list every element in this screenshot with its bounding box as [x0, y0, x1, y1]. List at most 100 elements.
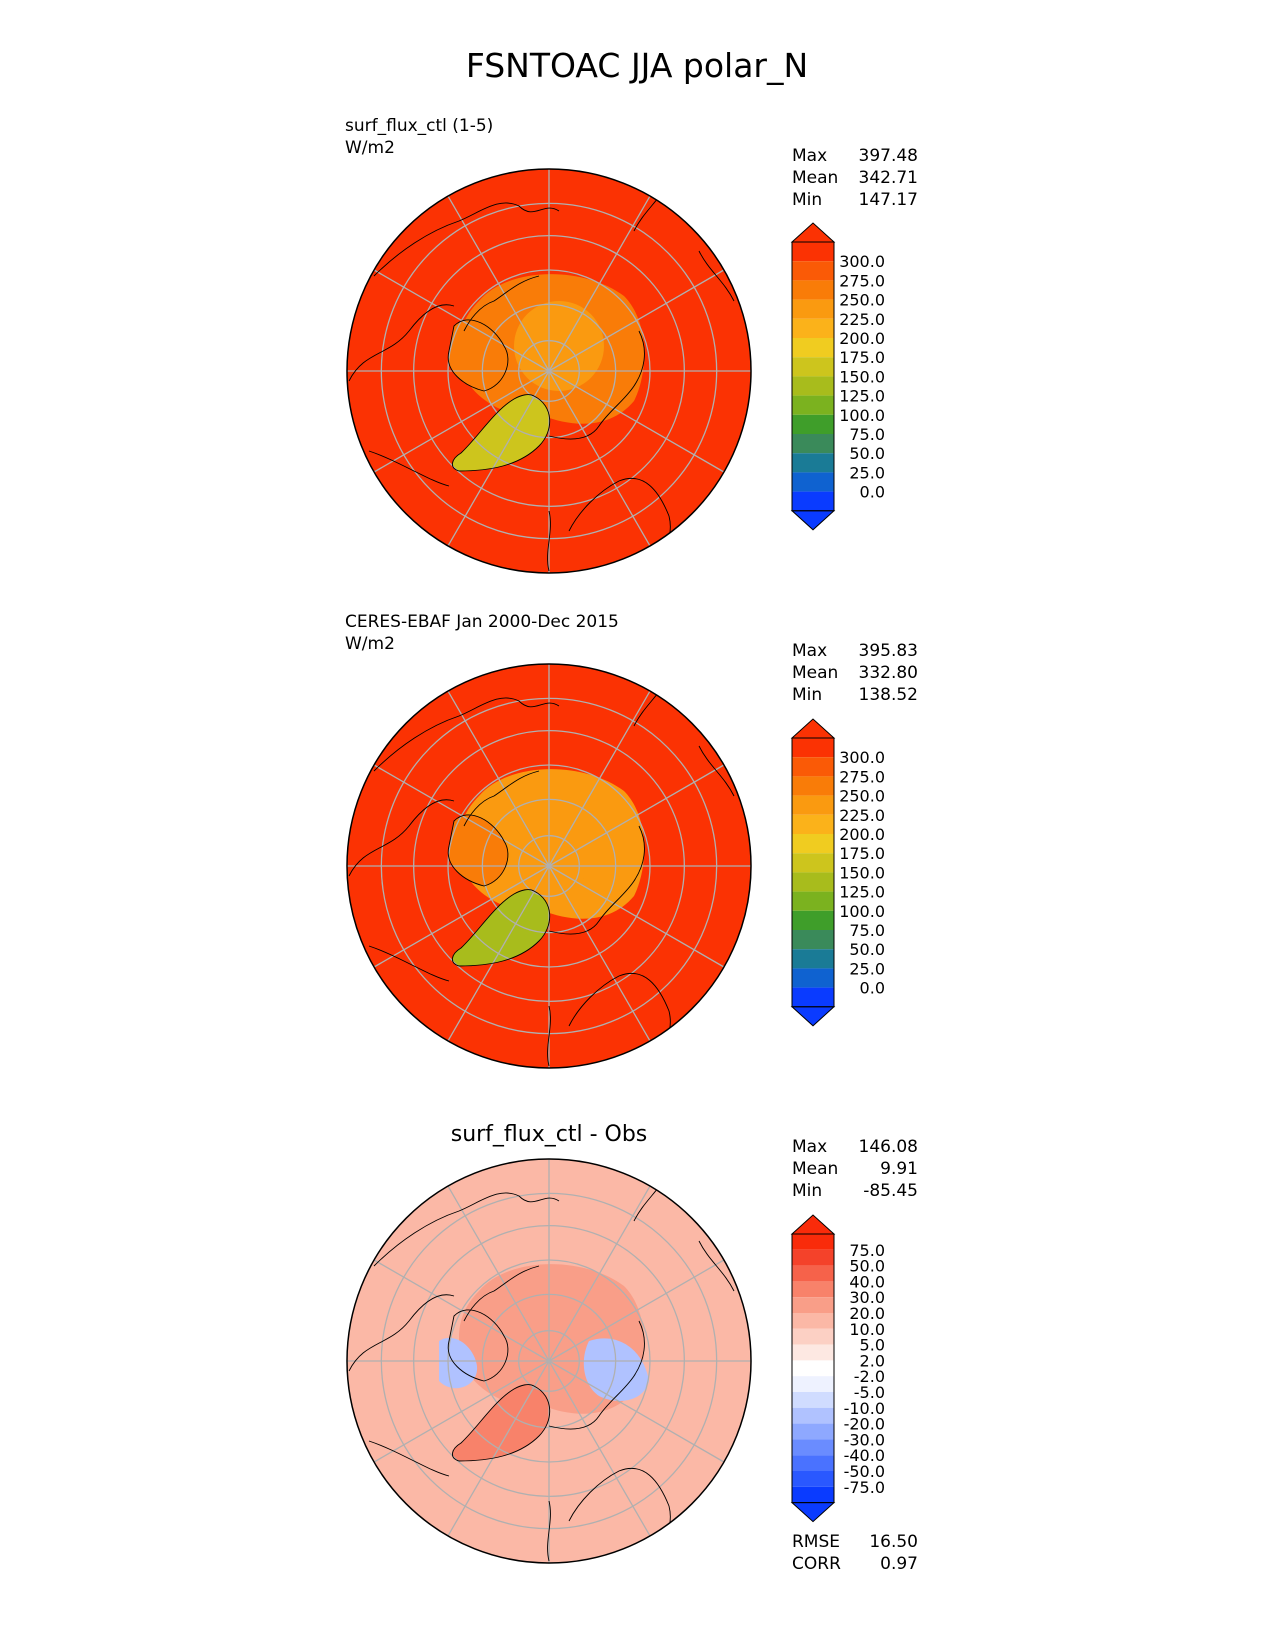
colorbar: 300.0275.0250.0225.0200.0175.0150.0125.0…: [790, 222, 885, 531]
colorbar-tick-label: 0.0: [860, 483, 885, 502]
coastline: [447, 1309, 509, 1382]
colorbar-segment: [792, 338, 834, 358]
colorbar-tick-label: -75.0: [844, 1478, 885, 1497]
coastline: [698, 745, 735, 797]
meridian-line: [548, 370, 725, 473]
stat-label-mean: Mean: [792, 168, 838, 188]
field-archipelago: [448, 319, 508, 391]
colorbar-tick-label: 20.0: [849, 1304, 885, 1323]
colorbar-extend-bottom: [790, 1502, 836, 1523]
field-pole: [514, 796, 604, 886]
colorbar-segment: [792, 1328, 834, 1345]
coastline: [463, 275, 540, 332]
map-boundary: [346, 168, 752, 574]
stats-block: Max 395.83 Mean 332.80 Min 138.52: [792, 641, 918, 705]
colorbar-tick-label: 75.0: [849, 1241, 885, 1260]
colorbar-segment: [792, 1407, 834, 1424]
colorbar-tick-label: 250.0: [839, 291, 885, 310]
colorbar-segment: [792, 1313, 834, 1329]
meridian-line: [447, 865, 550, 1042]
colorbar-tick-label: 50.0: [849, 444, 885, 463]
colorbar: 300.0275.0250.0225.0200.0175.0150.0125.0…: [790, 718, 885, 1027]
colorbar-tick-label: 30.0: [849, 1288, 885, 1307]
colorbar-segment: [792, 1376, 834, 1392]
coastline: [452, 1384, 551, 1462]
colorbar-tick-label: 50.0: [849, 1257, 885, 1276]
panel-units: W/m2: [345, 634, 395, 654]
colorbar-tick-label: -2.0: [854, 1367, 885, 1386]
colorbar-segment: [792, 814, 834, 834]
colorbar-segment: [792, 891, 834, 911]
coastline: [452, 889, 551, 967]
colorbar-tick-label: 200.0: [839, 329, 885, 348]
panel-units: W/m2: [345, 138, 395, 158]
colorbar-segment: [792, 872, 834, 892]
colorbar-tick-label: 10.0: [849, 1320, 885, 1339]
stat-label-min: Min: [792, 190, 822, 210]
colorbar-tick-label: -5.0: [854, 1383, 885, 1402]
colorbar-tick-label: -50.0: [844, 1462, 885, 1481]
coastline: [452, 394, 551, 472]
coastline: [373, 1192, 560, 1267]
meridian-line: [373, 1360, 550, 1463]
colorbar-tick-label: 125.0: [839, 387, 885, 406]
colorbar-segment: [792, 930, 834, 950]
coastline: [447, 814, 509, 887]
colorbar-tick-label: 175.0: [839, 348, 885, 367]
panel-title: surf_flux_ctl (1-5): [345, 116, 493, 136]
colorbar-extend-top: [790, 222, 836, 243]
coastline: [348, 799, 455, 877]
colorbar-segment: [792, 738, 834, 758]
colorbar-tick-label: 300.0: [839, 252, 885, 271]
map-field: [347, 1159, 751, 1563]
colorbar-tick-label: 150.0: [839, 367, 885, 386]
map-field: [347, 664, 751, 1068]
colorbar-segment: [792, 1249, 834, 1266]
stat-value-max: 397.48: [859, 146, 918, 166]
colorbar-segment: [792, 434, 834, 454]
meridian-line: [548, 195, 651, 372]
colorbar-segment: [792, 834, 834, 854]
colorbar-extend-top: [790, 718, 836, 739]
field-greenland: [452, 394, 550, 471]
colorbar-segment: [792, 949, 834, 969]
colorbar-tick-label: 2.0: [860, 1351, 885, 1370]
colorbar-tick-label: 75.0: [849, 425, 885, 444]
stats-block: Max 146.08 Mean 9.91 Min -85.45: [792, 1137, 918, 1201]
coastline: [348, 304, 455, 382]
panel-difference: surf_flux_ctl - Obs Max 146.08 Mean 9.91…: [346, 1122, 918, 1574]
colorbar-extend-bottom: [790, 1006, 836, 1027]
colorbar-tick-label: 0.0: [860, 979, 885, 998]
meridian-line: [548, 764, 725, 867]
coastline: [463, 770, 540, 827]
meridian-line: [548, 370, 651, 547]
colorbar-tick-label: 225.0: [839, 806, 885, 825]
colorbar-outline: [791, 737, 835, 1008]
coastline: [548, 1320, 645, 1430]
colorbar-tick-label: 50.0: [849, 940, 885, 959]
colorbar-segment: [792, 299, 834, 319]
colorbar-tick-label: -20.0: [844, 1415, 885, 1434]
panel-reference-obs: CERES-EBAF Jan 2000-Dec 2015 W/m2 Max 39…: [345, 612, 918, 1069]
stat-value-min: -85.45: [863, 1181, 918, 1201]
colorbar-tick-label: 150.0: [839, 863, 885, 882]
coastline: [368, 450, 450, 487]
stat-value-mean: 332.80: [859, 663, 918, 683]
colorbar-tick-label: 25.0: [849, 463, 885, 482]
colorbar-segment: [792, 1471, 834, 1487]
stat-value-max: 146.08: [859, 1137, 918, 1157]
colorbar-tick-label: 75.0: [849, 921, 885, 940]
colorbar-segment: [792, 853, 834, 873]
colorbar-extend-top: [790, 1214, 836, 1235]
meridian-line: [548, 690, 651, 867]
colorbar-segment: [792, 376, 834, 396]
field-pole: [514, 301, 604, 391]
colorbar-segment: [792, 1439, 834, 1456]
colorbar-tick-label: 40.0: [849, 1272, 885, 1291]
map-field: [347, 169, 751, 573]
coastline: [547, 510, 551, 572]
meridian-line: [447, 690, 550, 867]
colorbar-segment: [792, 472, 834, 492]
colorbar-tick-label: 275.0: [839, 767, 885, 786]
colorbar-segment: [792, 1392, 834, 1408]
